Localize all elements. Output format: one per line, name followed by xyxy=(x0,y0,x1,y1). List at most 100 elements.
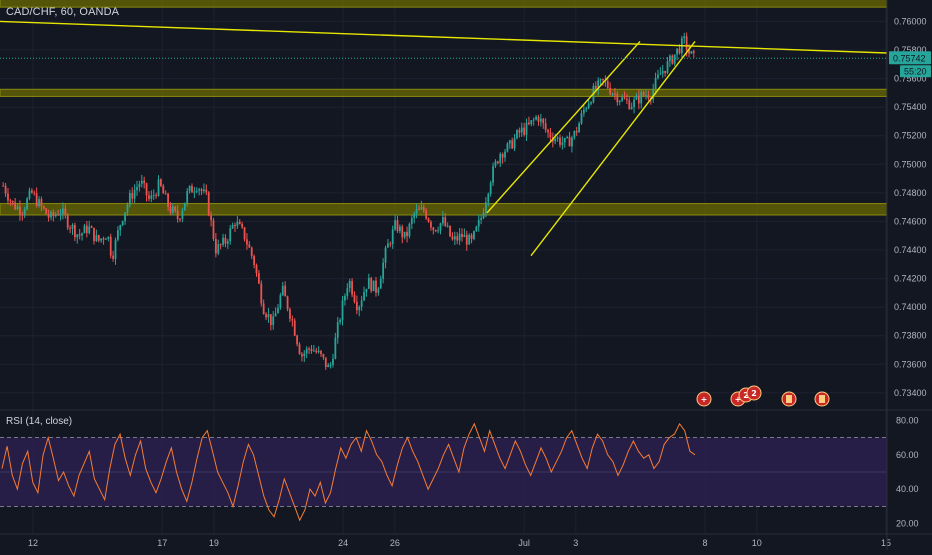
candle-body xyxy=(336,322,339,338)
candle-body xyxy=(506,143,509,152)
candle-body xyxy=(492,166,494,183)
candle-body xyxy=(377,288,380,293)
candle-body xyxy=(250,247,253,256)
candle-body xyxy=(355,301,358,311)
candle-body xyxy=(217,244,220,254)
y-tick-label: 0.74800 xyxy=(894,188,927,198)
candle-body xyxy=(112,255,115,259)
candle-body xyxy=(547,130,549,133)
y-tick-label: 0.75800 xyxy=(894,45,927,55)
candle-body xyxy=(277,307,279,314)
candle-body xyxy=(475,226,478,232)
y-tick-label: 0.76000 xyxy=(894,16,927,26)
candle-body xyxy=(236,221,239,227)
candle-body xyxy=(296,335,299,345)
event-plus-icon[interactable]: + xyxy=(696,391,712,407)
candle-body xyxy=(549,132,552,138)
candle-body xyxy=(437,230,440,232)
sr-zone xyxy=(0,88,888,97)
candle-body xyxy=(2,185,5,187)
candle-body xyxy=(528,122,530,125)
candle-body xyxy=(645,95,647,97)
candle-body xyxy=(289,309,291,319)
candle-body xyxy=(563,137,566,143)
y-tick-label: 0.75600 xyxy=(894,74,927,84)
event-flag-icon[interactable] xyxy=(814,391,830,407)
event-flag-glyph xyxy=(819,395,825,403)
candle-body xyxy=(477,219,480,227)
candle-body xyxy=(637,95,640,104)
candle-body xyxy=(181,210,184,219)
event-flag-icon[interactable] xyxy=(781,391,797,407)
candle-body xyxy=(222,237,224,245)
candle-body xyxy=(339,319,342,323)
candle-body xyxy=(690,51,693,54)
candle-body xyxy=(654,78,657,90)
candle-body xyxy=(606,80,609,89)
events[interactable]: + +2 2 xyxy=(696,385,830,407)
event-multi-icon[interactable]: 2 xyxy=(746,385,762,401)
candle-body xyxy=(42,206,45,209)
candle-body xyxy=(124,212,126,221)
x-tick-label: 10 xyxy=(752,538,762,548)
candle-body xyxy=(678,48,681,54)
candle-body xyxy=(341,300,344,320)
rsi-title[interactable]: RSI (14, close) xyxy=(6,416,73,427)
candle-body xyxy=(207,192,210,216)
x-tick-label: 15 xyxy=(881,538,891,548)
candle-body xyxy=(64,208,67,215)
candle-body xyxy=(212,220,215,239)
candle-body xyxy=(394,220,396,230)
candle-body xyxy=(676,48,678,55)
candle-body xyxy=(630,107,633,109)
candle-body xyxy=(332,358,334,365)
candle-body xyxy=(532,119,535,121)
candle-body xyxy=(14,202,17,210)
symbol-title[interactable]: CAD/CHF, 60, OANDA xyxy=(6,6,120,18)
candle-body xyxy=(544,123,547,131)
candle-body xyxy=(453,236,456,240)
candle-body xyxy=(238,221,241,224)
candle-body xyxy=(286,296,289,310)
candle-body xyxy=(441,217,444,224)
candle-body xyxy=(30,190,33,193)
candle-body xyxy=(554,138,557,142)
candle-body xyxy=(530,120,533,125)
candle-body xyxy=(358,306,361,311)
candle-body xyxy=(508,140,511,144)
rsi-y-tick-label: 20.00 xyxy=(896,519,919,529)
x-tick-label: 24 xyxy=(338,538,348,548)
rsi-line-group xyxy=(1,422,696,522)
candle-body xyxy=(432,227,435,231)
candle-body xyxy=(418,209,420,211)
candle-body xyxy=(379,278,382,289)
event-label: 2 xyxy=(743,391,749,400)
candle-body xyxy=(396,220,399,232)
candle-body xyxy=(422,207,425,211)
candle-body xyxy=(661,70,664,74)
candle-body xyxy=(19,206,21,215)
rsi-y-tick-label: 60.00 xyxy=(896,450,919,460)
candle-body xyxy=(119,225,122,231)
candle-body xyxy=(621,97,624,101)
candle-body xyxy=(348,281,351,289)
candle-body xyxy=(253,255,256,265)
candle-body xyxy=(308,348,310,350)
candle-body xyxy=(281,285,284,296)
candle-body xyxy=(241,223,244,228)
candle-body xyxy=(198,189,201,191)
candle-body xyxy=(370,277,373,292)
candle-body xyxy=(616,93,619,103)
candle-body xyxy=(410,218,413,224)
event-label: + xyxy=(701,395,708,404)
candle-body xyxy=(33,192,36,194)
candle-body xyxy=(561,142,564,145)
candle-body xyxy=(403,231,406,238)
candle-body xyxy=(267,314,270,318)
candle-body xyxy=(274,313,277,317)
candle-body xyxy=(26,198,28,210)
candle-body xyxy=(128,193,131,205)
candle-body xyxy=(152,195,155,197)
